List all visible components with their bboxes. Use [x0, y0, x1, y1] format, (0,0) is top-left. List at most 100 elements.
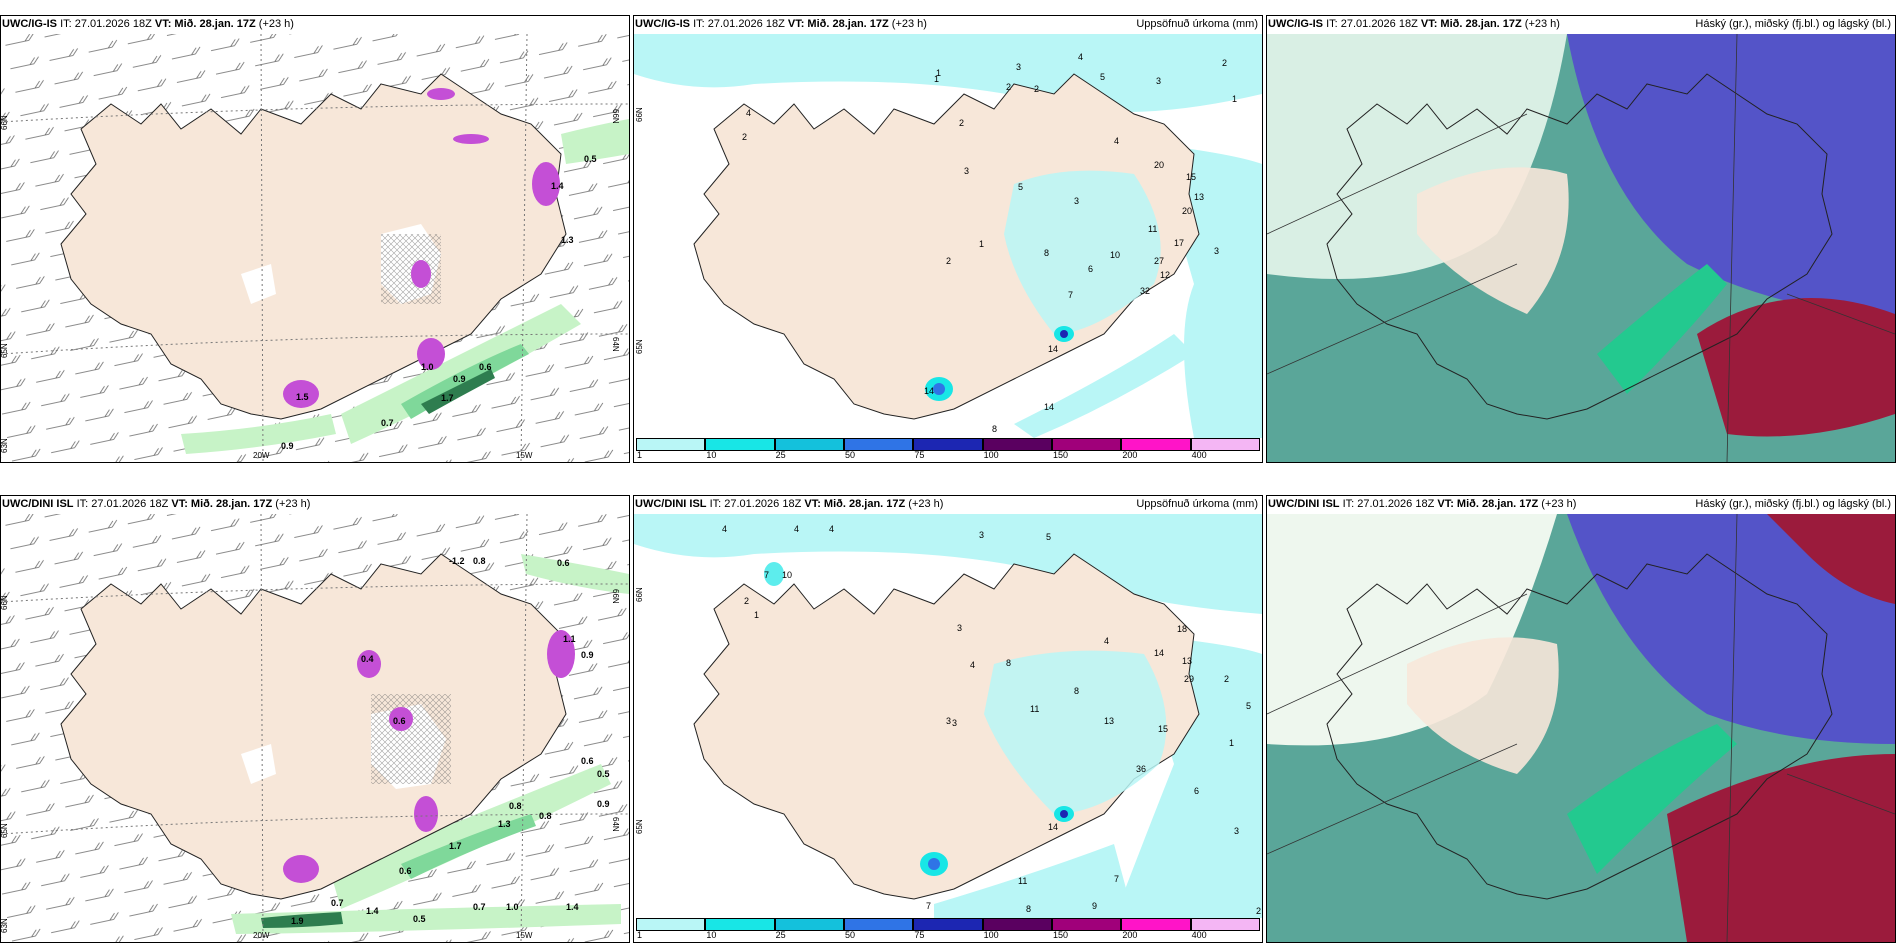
colorbar-swatch	[913, 918, 983, 931]
precip-band-south	[181, 414, 336, 454]
init-time: IT: 27.01.2026 18Z	[693, 18, 785, 30]
value-label: 9	[1092, 901, 1097, 911]
map-area[interactable]	[1267, 34, 1895, 462]
value-label: 11	[1030, 704, 1039, 714]
value-label: 13	[1194, 192, 1204, 202]
value-label: 1.9	[291, 916, 304, 926]
map-area[interactable]: 66N 65N 1 2 3 4 5 3 2 1 2 2 3 5 3 4 20 1…	[634, 34, 1262, 438]
precip-spot	[417, 338, 445, 370]
value-label: 1	[934, 74, 939, 84]
precip-area-inland	[984, 650, 1167, 814]
value-label: 4	[794, 524, 799, 534]
colorbar-tick-label: 10	[706, 930, 717, 940]
map-area[interactable]	[1267, 514, 1895, 942]
colorbar-tick-label: 200	[1122, 450, 1138, 460]
model-name: UWC/DINI ISL	[1268, 498, 1340, 510]
glacier-langjokull	[241, 744, 276, 784]
value-label: 3	[979, 530, 984, 540]
lat-label: 66N	[635, 587, 644, 602]
iceland-outline	[1326, 553, 1833, 900]
value-label: 0.9	[581, 650, 594, 660]
value-label: 1	[979, 239, 984, 249]
colorbar-swatch	[1052, 438, 1122, 451]
value-label: 5	[1018, 182, 1023, 192]
value-label: 3	[1214, 246, 1219, 256]
colorbar-swatch	[1121, 918, 1191, 931]
region-borders	[1267, 34, 1895, 462]
value-label: 0.7	[381, 418, 394, 428]
value-label: 12	[1160, 270, 1170, 280]
colorbar-swatch	[636, 438, 706, 451]
longitude-lines	[260, 34, 528, 462]
value-label: 1	[1229, 738, 1234, 748]
colorbar-swatch	[705, 438, 775, 451]
latitude-lines	[1, 103, 629, 355]
colorbar-tick-label: 400	[1191, 450, 1207, 460]
precip-spot	[532, 162, 560, 206]
value-label: 0.8	[473, 556, 486, 566]
clear-sky-area	[1417, 167, 1569, 314]
value-label: 0.6	[581, 756, 594, 766]
map-area[interactable]: 66N 65N 4 4 4 3 5 7 10 2 1 3 4 8 4 3 11 …	[634, 514, 1262, 918]
value-label: 3	[1234, 826, 1239, 836]
value-label: 4	[1114, 136, 1119, 146]
map-area[interactable]: 66N 65N 63N 66N 64N 20W 15W 0.5 0.6 0.9 …	[1, 34, 629, 462]
map-panel-igis-temperature[interactable]: UWC/IG-IS IT: 27.01.2026 18Z VT: Mið. 28…	[0, 15, 630, 463]
value-label: 8	[1044, 248, 1049, 258]
colorbar-swatch	[1052, 918, 1122, 931]
value-label: 0.9	[281, 441, 294, 451]
colorbar-swatch	[774, 918, 844, 931]
clear-sky-area	[1407, 637, 1559, 774]
colorbar-swatch	[774, 438, 844, 451]
precip-spot	[411, 260, 431, 288]
value-label: 1.3	[561, 235, 574, 245]
value-label: 15	[1158, 724, 1168, 734]
value-label: 2	[1034, 84, 1039, 94]
precip-area-inland	[1004, 170, 1161, 334]
value-label: 5	[1246, 701, 1251, 711]
lead-time: (+23 h)	[1541, 498, 1577, 510]
hatch-area	[371, 694, 451, 784]
value-label: 4	[722, 524, 727, 534]
value-label: 7	[1068, 290, 1073, 300]
value-label: 0.5	[597, 769, 610, 779]
panel-header: UWC/IG-IS IT: 27.01.2026 18Z VT: Mið. 28…	[1267, 16, 1895, 32]
value-label: 8	[1074, 686, 1079, 696]
map-panel-igis-precipitation[interactable]: UWC/IG-IS IT: 27.01.2026 18Z VT: Mið. 28…	[633, 15, 1263, 463]
value-label: 0.5	[584, 154, 597, 164]
map-panel-dini-temperature[interactable]: UWC/DINI ISL IT: 27.01.2026 18Z VT: Mið.…	[0, 495, 630, 943]
precip-area-south	[934, 844, 1134, 918]
colorbar-tick-label: 100	[983, 930, 999, 940]
precip-area-east	[1114, 634, 1262, 918]
value-label: 10	[782, 570, 792, 580]
colorbar-tick-label: 25	[775, 930, 786, 940]
lon-label: 20W	[253, 931, 270, 940]
value-label: 1.3	[498, 819, 511, 829]
lead-time: (+23 h)	[908, 498, 944, 510]
valid-time: Mið. 28.jan. 17Z	[807, 18, 889, 30]
init-time: IT: 27.01.2026 18Z	[1326, 18, 1418, 30]
lat-label: 64N	[611, 817, 620, 832]
value-label: 20	[1182, 206, 1192, 216]
colorbar-swatch	[913, 438, 983, 451]
map-area[interactable]: 66N 65N 63N 66N 64N 20W 15W -1.2 0.8 0.6…	[1, 514, 629, 942]
longitude-lines	[260, 514, 528, 942]
map-panel-dini-precipitation[interactable]: UWC/DINI ISL IT: 27.01.2026 18Z VT: Mið.…	[633, 495, 1263, 943]
field-title: Háský (gr.), miðský (fj.bl.) og lágský (…	[1695, 18, 1891, 30]
precip-spot	[414, 796, 438, 832]
field-title: Uppsöfnuð úrkoma (mm)	[1136, 498, 1258, 510]
value-label: 1	[936, 68, 941, 78]
model-name: UWC/IG-IS	[2, 18, 57, 30]
value-label: 8	[1006, 658, 1011, 668]
value-label: 8	[992, 424, 997, 434]
map-svg: 66N 65N 63N 66N 64N 20W 15W -1.2 0.8 0.6…	[1, 514, 629, 942]
value-label: 11	[1018, 876, 1027, 886]
value-label: 1.4	[366, 906, 379, 916]
map-panel-igis-clouds[interactable]: UWC/IG-IS IT: 27.01.2026 18Z VT: Mið. 28…	[1266, 15, 1896, 463]
map-panel-dini-clouds[interactable]: UWC/DINI ISL IT: 27.01.2026 18Z VT: Mið.…	[1266, 495, 1896, 943]
colorbar-tick-label: 400	[1191, 930, 1207, 940]
lat-label: 65N	[1, 343, 9, 358]
value-label: 1.0	[421, 362, 434, 372]
colorbar-swatch	[1190, 918, 1260, 931]
glacier-langjokull	[241, 264, 276, 304]
